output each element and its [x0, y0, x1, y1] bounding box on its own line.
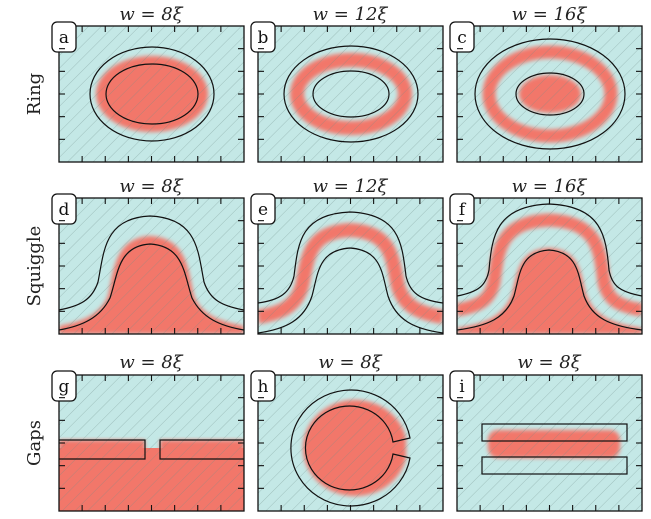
panel-tag-a: a [51, 21, 77, 53]
panel-title-c: w = 16ξ [512, 4, 588, 25]
panel-e [257, 197, 444, 335]
panel-title-i: w = 8ξ [517, 352, 581, 373]
panel-tag-h: h [250, 370, 276, 402]
panel-tag-f: f [449, 193, 475, 225]
svg-text:i: i [459, 377, 465, 397]
panel-i [456, 374, 643, 512]
svg-text:b: b [258, 28, 269, 48]
row-label-ring: Ring [24, 73, 45, 115]
panel-tag-d: d [51, 193, 77, 225]
panel-f [456, 197, 643, 335]
panel-tag-c: c [449, 21, 475, 53]
svg-text:e: e [258, 200, 268, 220]
panel-title-e: w = 12ξ [313, 176, 389, 197]
svg-text:f: f [459, 200, 467, 220]
panel-b [257, 25, 444, 163]
axis-ticks [59, 26, 642, 511]
panel-a [58, 25, 245, 163]
row-label-gaps: Gaps [24, 420, 45, 466]
panel-tag-b: b [250, 21, 276, 53]
svg-text:g: g [59, 377, 70, 397]
panel-h [257, 374, 444, 512]
panel-title-a: w = 8ξ [119, 4, 183, 25]
panel-title-g: w = 8ξ [119, 352, 183, 373]
panel-title-b: w = 12ξ [313, 4, 389, 25]
svg-text:c: c [457, 28, 467, 48]
panel-title-f: w = 16ξ [512, 176, 588, 197]
panel-c [456, 25, 643, 163]
panel-title-d: w = 8ξ [119, 176, 183, 197]
svg-text:d: d [59, 200, 70, 220]
svg-text:h: h [258, 377, 269, 397]
row-label-squiggle: Squiggle [24, 226, 45, 307]
panel-title-h: w = 8ξ [318, 352, 382, 373]
panel-g [58, 374, 245, 512]
panel-tag-g: g [51, 370, 77, 402]
panel-tag-e: e [250, 193, 276, 225]
panel-d [58, 197, 245, 335]
svg-text:a: a [59, 28, 69, 48]
panel-tag-i: i [449, 370, 475, 402]
